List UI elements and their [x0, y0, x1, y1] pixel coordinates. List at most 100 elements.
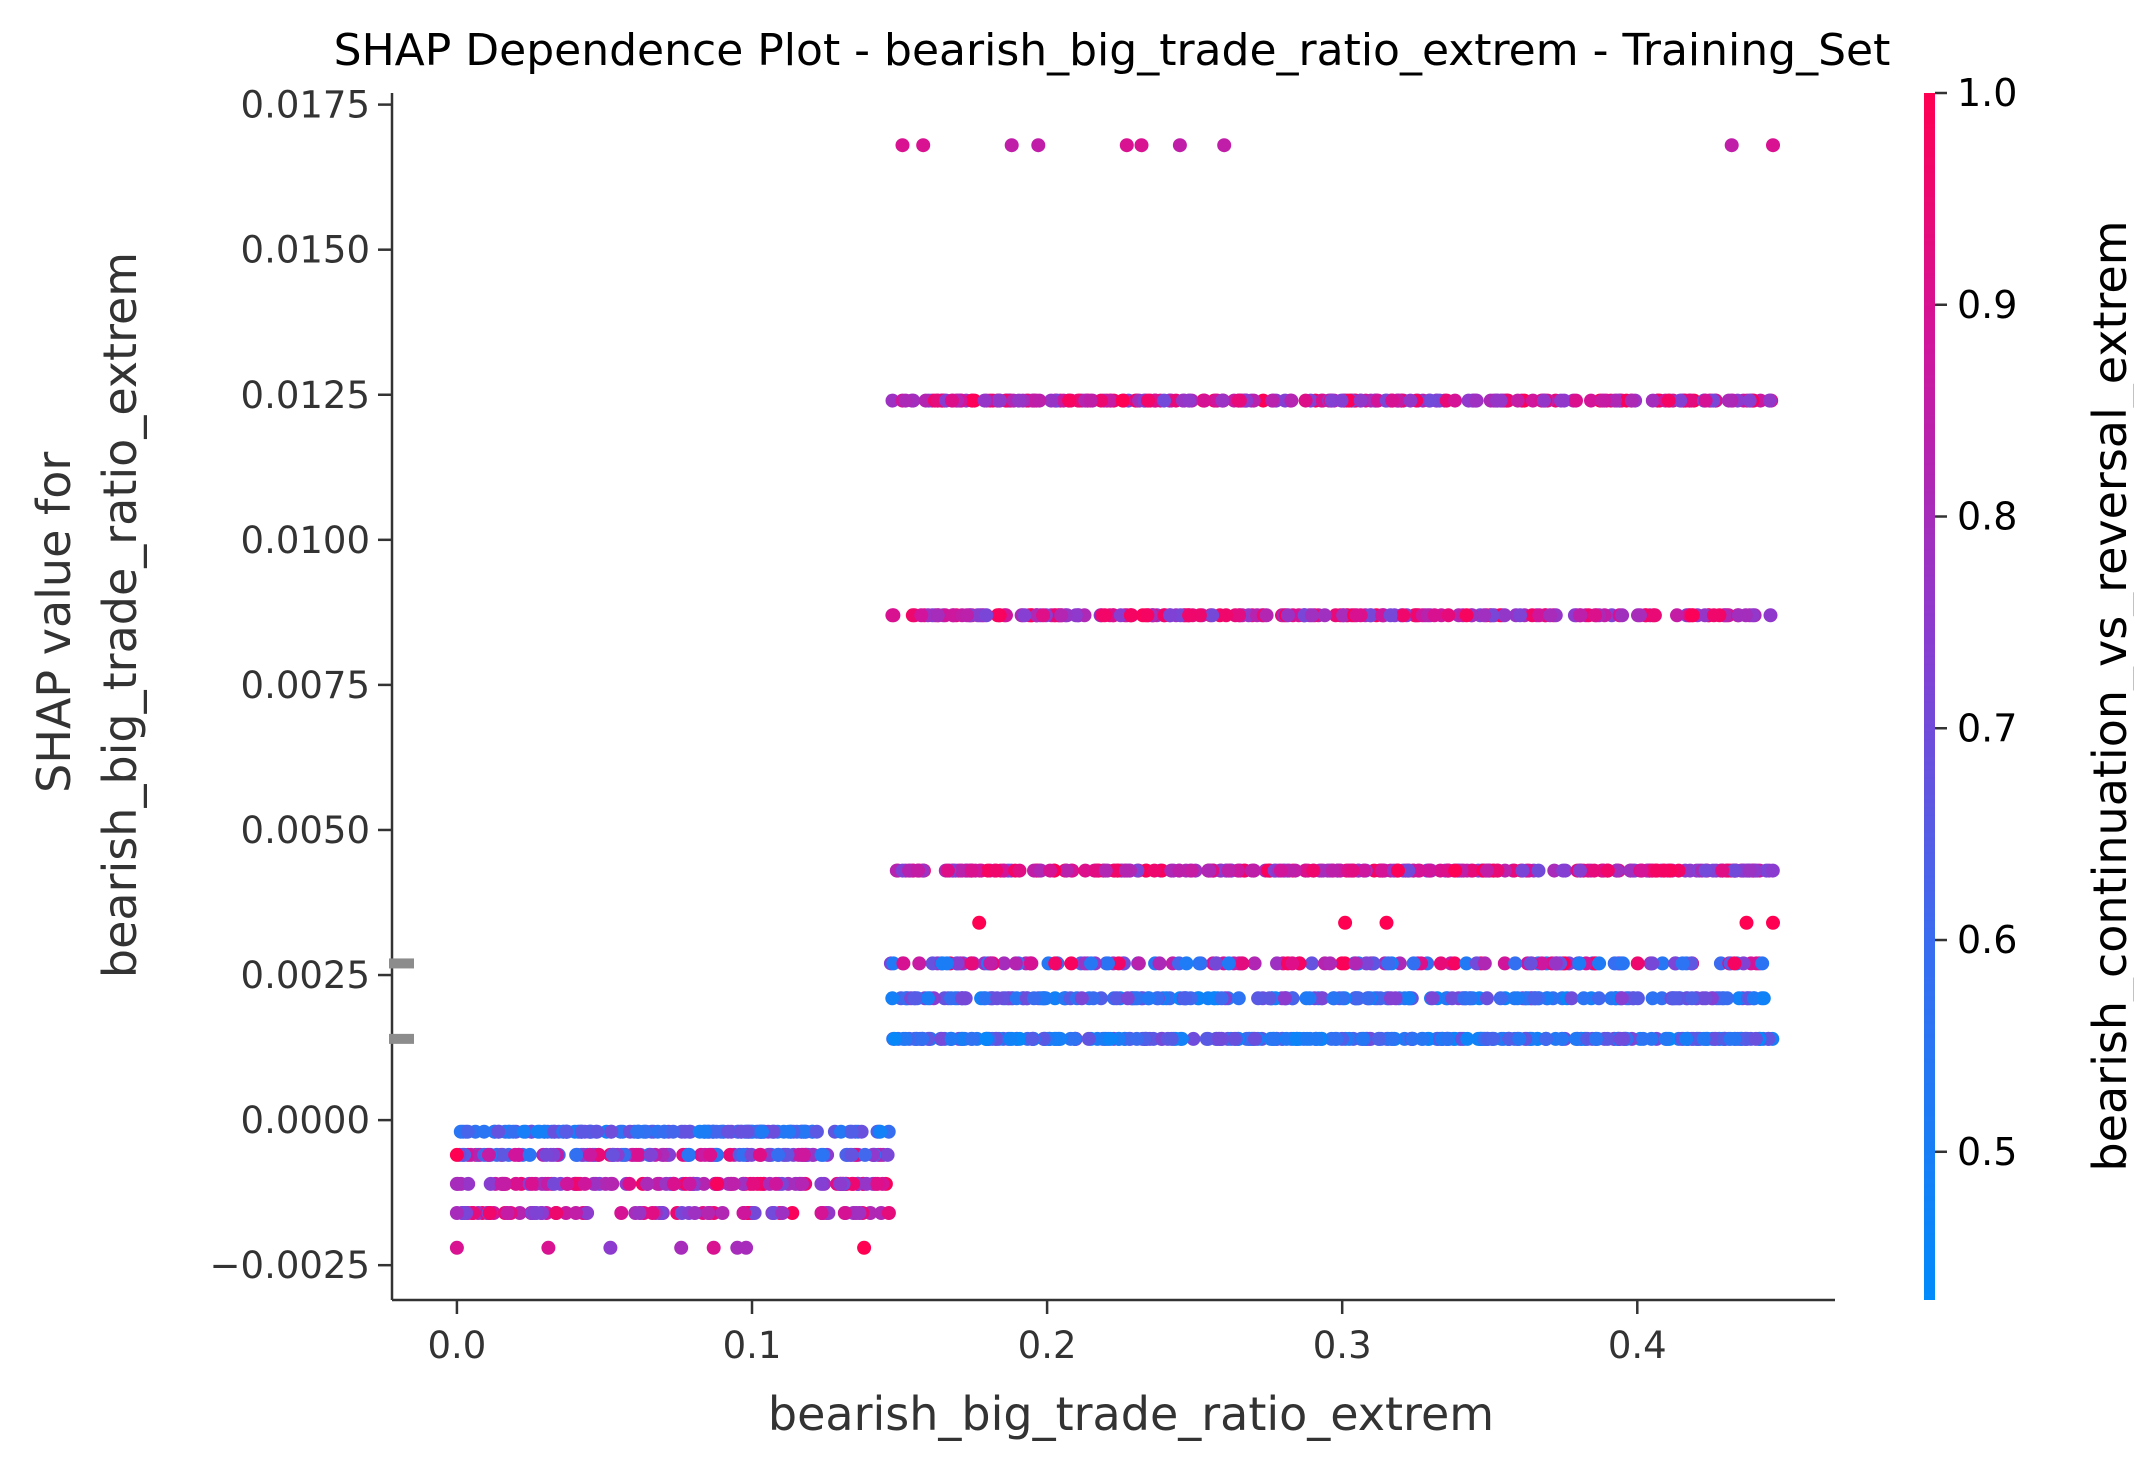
data-point: [886, 956, 901, 971]
data-point: [721, 1124, 736, 1139]
data-point: [1345, 863, 1360, 878]
data-point: [1284, 393, 1299, 408]
data-point: [1373, 991, 1388, 1006]
data-point: [1615, 956, 1630, 971]
data-point: [1199, 1031, 1214, 1046]
data-point: [1017, 608, 1032, 623]
data-point: [1510, 991, 1525, 1006]
data-point: [706, 1240, 721, 1255]
data-point: [814, 1206, 829, 1220]
histogram-bar: [389, 958, 414, 969]
data-point: [1490, 863, 1505, 878]
data-point: [1650, 863, 1665, 878]
data-point: [511, 1147, 526, 1162]
data-point: [640, 1176, 655, 1191]
data-point: [834, 1124, 848, 1139]
data-point: [1396, 608, 1411, 623]
data-point: [964, 863, 979, 878]
data-point: [880, 1147, 895, 1162]
data-point: [989, 863, 1004, 878]
data-point: [1539, 1031, 1554, 1046]
y-tick-label: 0.0125: [241, 374, 370, 417]
data-point: [1592, 956, 1607, 971]
data-point: [944, 393, 959, 408]
data-point: [1447, 956, 1462, 971]
data-point: [631, 1147, 646, 1162]
data-point: [710, 1176, 725, 1191]
data-point: [1391, 863, 1405, 878]
data-point: [482, 1206, 497, 1220]
data-point: [1675, 956, 1690, 971]
data-point: [1265, 393, 1280, 408]
data-point: [858, 1147, 872, 1162]
data-point: [491, 1124, 506, 1139]
x-axis-label: bearish_big_trade_ratio_extrem: [768, 1387, 1494, 1441]
data-point: [781, 1124, 796, 1139]
data-point: [1645, 956, 1660, 971]
colorbar-tick-label: 0.7: [1957, 706, 2017, 750]
data-point: [1381, 956, 1396, 971]
data-point: [990, 608, 1005, 623]
data-point: [1227, 1031, 1242, 1046]
data-point: [1645, 393, 1660, 408]
data-point: [1513, 608, 1528, 623]
data-point: [1179, 956, 1194, 971]
data-point: [1493, 393, 1508, 408]
data-point: [1232, 608, 1247, 623]
data-point: [1300, 1031, 1315, 1046]
data-point: [1402, 991, 1416, 1006]
data-point: [1600, 863, 1615, 878]
data-point: [1277, 991, 1292, 1006]
data-point: [1383, 608, 1398, 623]
data-point: [1130, 991, 1145, 1006]
data-point: [896, 956, 911, 971]
data-point: [939, 956, 954, 971]
data-point: [1115, 393, 1130, 408]
data-point: [1600, 1031, 1615, 1046]
data-point: [736, 1206, 751, 1220]
data-point: [1025, 1031, 1040, 1046]
data-point: [1448, 393, 1462, 408]
y-tick-label: 0.0050: [241, 809, 370, 852]
data-point: [1623, 863, 1638, 878]
data-point: [1245, 863, 1259, 878]
data-point: [1109, 991, 1124, 1006]
data-point: [1323, 956, 1338, 971]
data-point: [1205, 608, 1220, 623]
data-point: [1270, 956, 1284, 971]
data-point: [603, 1240, 618, 1255]
data-point: [1338, 915, 1353, 930]
data-point: [1120, 991, 1135, 1006]
data-point: [916, 138, 931, 153]
colorbar: [1924, 93, 1935, 1300]
data-point: [885, 393, 900, 408]
data-point: [972, 915, 987, 930]
data-point: [978, 991, 993, 1006]
data-point: [1074, 991, 1089, 1006]
x-tick-label: 0.1: [723, 1324, 782, 1367]
data-point: [460, 1124, 475, 1139]
x-ticks: 0.0 0.1 0.2 0.3 0.4: [427, 1300, 1667, 1367]
data-point: [1329, 1031, 1344, 1046]
data-point: [1512, 1031, 1527, 1046]
data-point: [605, 1176, 620, 1191]
data-point: [1363, 608, 1378, 623]
data-point: [1614, 991, 1629, 1006]
data-point: [1480, 863, 1494, 878]
data-point: [846, 1176, 861, 1191]
data-point: [1572, 956, 1587, 971]
data-point: [1763, 393, 1777, 408]
data-point: [1097, 608, 1112, 623]
data-point: [1054, 608, 1069, 623]
data-point: [1032, 393, 1047, 408]
data-point: [1289, 1031, 1304, 1046]
data-point: [964, 393, 979, 408]
data-point: [1084, 956, 1098, 971]
data-point: [1440, 1031, 1455, 1046]
data-point: [997, 956, 1012, 971]
data-point: [614, 1206, 629, 1220]
data-point: [1098, 863, 1113, 878]
data-point: [1766, 915, 1780, 930]
data-point: [898, 393, 913, 408]
data-point: [944, 1031, 959, 1046]
